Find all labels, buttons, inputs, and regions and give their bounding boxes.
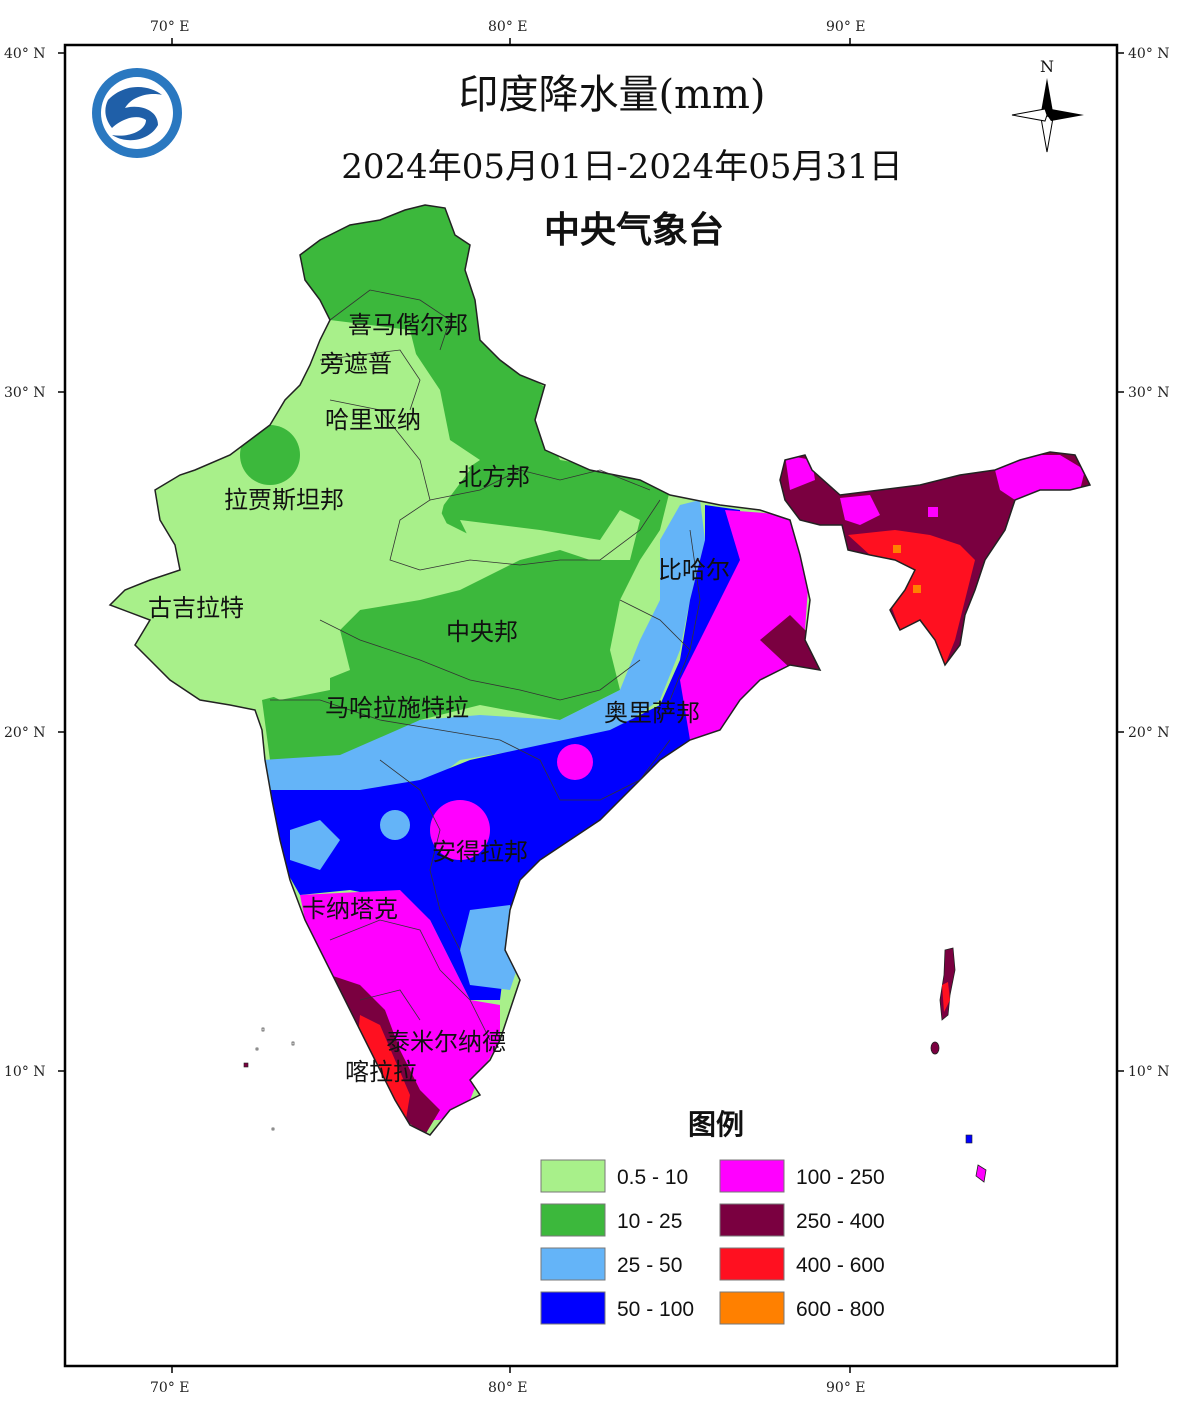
legend-label: 400 - 600 xyxy=(796,1254,885,1277)
zone-light-blue xyxy=(460,905,520,990)
legend-swatch xyxy=(719,1159,785,1193)
state-label: 北方邦 xyxy=(458,463,530,491)
legend-label: 600 - 800 xyxy=(796,1298,885,1321)
state-label: 卡纳塔克 xyxy=(302,895,398,923)
bottom-tick-label: 90° E xyxy=(826,1380,865,1396)
map-title: 印度降水量(mm) xyxy=(458,72,765,118)
zone-light-blue xyxy=(290,820,340,870)
state-borders xyxy=(270,289,701,1041)
legend-label: 50 - 100 xyxy=(617,1298,694,1321)
left-tick-label: 40° N xyxy=(4,46,46,62)
legend-label: 25 - 50 xyxy=(617,1254,682,1277)
right-tick-label: 30° N xyxy=(1128,385,1170,401)
cma-logo-icon xyxy=(92,68,182,158)
state-label: 奥里萨邦 xyxy=(604,699,700,727)
legend-label: 250 - 400 xyxy=(796,1210,885,1233)
state-label: 泰米尔纳德 xyxy=(386,1028,506,1056)
zone-red xyxy=(848,530,975,665)
left-tick-label: 10° N xyxy=(4,1064,46,1080)
source-agency: 中央气象台 xyxy=(544,209,724,251)
legend: 图例 0.5 - 10 10 - 25 25 - 50 50 - 100 100… xyxy=(540,1108,885,1325)
legend-swatch xyxy=(719,1203,785,1237)
right-tick-label: 10° N xyxy=(1128,1064,1170,1080)
zone-magenta xyxy=(300,890,500,1120)
zone-orange xyxy=(893,545,901,553)
zone-magenta xyxy=(680,510,810,740)
right-tick-label: 20° N xyxy=(1128,725,1170,741)
zone-light-green xyxy=(160,380,470,700)
frame-ticks xyxy=(58,38,1124,1373)
bottom-tick-label: 70° E xyxy=(150,1380,189,1396)
compass-icon: N xyxy=(1011,57,1084,153)
zone-maroon xyxy=(760,615,820,675)
zone-magenta xyxy=(995,455,1085,500)
zone-orange xyxy=(913,585,921,593)
state-label: 古吉拉特 xyxy=(148,594,244,622)
legend-label: 10 - 25 xyxy=(617,1210,682,1233)
zone-magenta xyxy=(430,800,490,860)
state-label: 比哈尔 xyxy=(658,556,730,584)
zone-light-blue xyxy=(380,810,410,840)
legend-swatch xyxy=(540,1291,606,1325)
zone-light-blue xyxy=(262,500,705,800)
state-label: 马哈拉施特拉 xyxy=(325,694,469,722)
state-label: 旁遮普 xyxy=(320,350,392,378)
zone-light-green xyxy=(320,320,420,390)
north-label: N xyxy=(1040,57,1054,76)
state-label: 喀拉拉 xyxy=(345,1058,417,1086)
left-tick-label: 30° N xyxy=(4,385,46,401)
legend-swatch xyxy=(719,1291,785,1325)
andaman-islands xyxy=(930,947,987,1183)
zone-magenta xyxy=(928,507,938,517)
top-tick-label: 90° E xyxy=(826,19,865,35)
top-tick-label: 80° E xyxy=(488,19,527,35)
state-label: 拉贾斯坦邦 xyxy=(224,486,344,514)
legend-swatch xyxy=(540,1247,606,1281)
zone-blue xyxy=(262,505,745,1000)
state-label: 中央邦 xyxy=(446,618,518,646)
legend-swatch xyxy=(540,1159,606,1193)
right-tick-label: 40° N xyxy=(1128,46,1170,62)
zone-magenta xyxy=(785,455,815,490)
bottom-tick-label: 80° E xyxy=(488,1380,527,1396)
northeast-outline xyxy=(779,451,1092,667)
legend-swatch xyxy=(540,1203,606,1237)
left-tick-label: 20° N xyxy=(4,725,46,741)
legend-label: 100 - 250 xyxy=(796,1166,885,1189)
zone-light-green xyxy=(460,510,640,560)
state-label: 喜马偕尔邦 xyxy=(348,311,468,339)
state-label: 哈里亚纳 xyxy=(325,406,421,434)
lakshadweep-islands xyxy=(243,1027,295,1131)
zone-magenta xyxy=(840,495,880,525)
zone-green xyxy=(240,425,300,485)
zone-magenta xyxy=(557,744,593,780)
legend-swatch xyxy=(719,1247,785,1281)
legend-title: 图例 xyxy=(688,1108,744,1141)
top-tick-label: 70° E xyxy=(150,19,189,35)
zone-red xyxy=(358,1015,410,1125)
date-range: 2024年05月01日-2024年05月31日 xyxy=(341,147,903,187)
legend-label: 0.5 - 10 xyxy=(617,1166,688,1189)
india-outline xyxy=(108,204,822,1136)
zone-green xyxy=(262,205,670,760)
state-label: 安得拉邦 xyxy=(432,838,528,866)
